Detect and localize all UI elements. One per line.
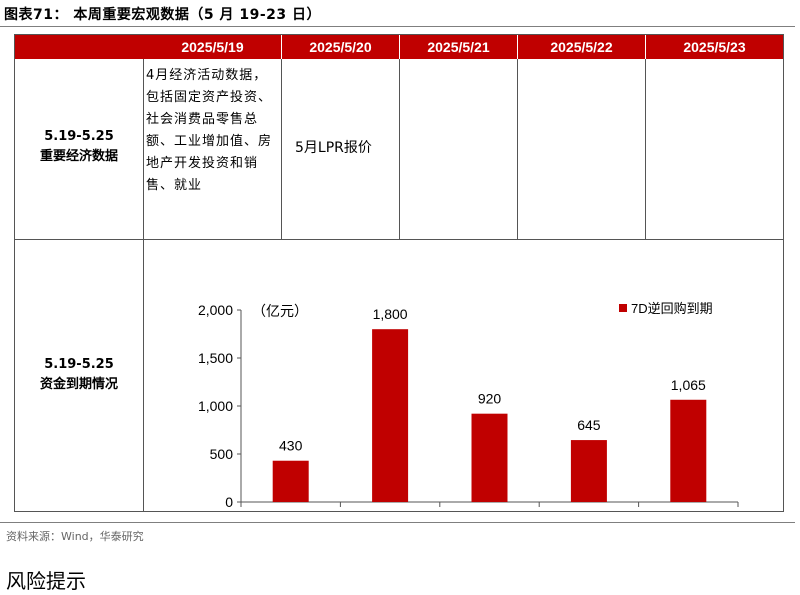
- row-label-period: 5.19-5.25: [44, 357, 114, 372]
- top-rule: [0, 26, 795, 27]
- header-date-5: 2025/5/23: [645, 35, 783, 59]
- source-note: 资料来源：Wind，华泰研究: [6, 530, 144, 543]
- bar-2025-05-22: [570, 440, 607, 502]
- header-date-2: 2025/5/20: [281, 35, 399, 59]
- data-label: 645: [577, 417, 601, 433]
- header-date-4: 2025/5/22: [517, 35, 645, 59]
- y-tick-label: 0: [225, 494, 233, 510]
- bar-2025-05-23: [670, 399, 707, 502]
- header-date-1: 2025/5/19: [144, 35, 281, 59]
- bar-2025-05-21: [471, 413, 508, 502]
- row-label-liquidity: 5.19-5.25 资金到期情况: [15, 355, 143, 395]
- y-tick-label: 500: [210, 446, 234, 462]
- divider-col-5: [645, 59, 646, 239]
- y-tick-label: 2,000: [198, 302, 233, 318]
- bar-2025-05-20: [372, 329, 409, 502]
- data-label: 430: [279, 438, 303, 454]
- y-tick-label: 1,500: [198, 350, 233, 366]
- divider-label-column: [143, 59, 144, 511]
- row-label-economic-data: 5.19-5.25 重要经济数据: [15, 127, 143, 167]
- data-label: 1,065: [671, 377, 706, 393]
- row-label-period: 5.19-5.25: [44, 129, 114, 144]
- y-tick-label: 1,000: [198, 398, 233, 414]
- cell-5-19-events: 4月经济活动数据，包括固定资产投资、社会消费品零售总额、工业增加值、房地产开发投…: [146, 68, 273, 193]
- data-label: 920: [478, 391, 502, 407]
- cell-5-20-events: 5月LPR报价: [295, 140, 372, 156]
- bottom-rule: [0, 522, 795, 523]
- row-label-title: 重要经济数据: [39, 149, 118, 164]
- risk-heading: 风险提示: [6, 569, 86, 593]
- data-label: 1,800: [373, 306, 408, 322]
- bar-2025-05-19: [272, 460, 309, 502]
- row-divider: [15, 239, 783, 240]
- header-date-3: 2025/5/21: [399, 35, 517, 59]
- divider-col-3: [399, 59, 400, 239]
- header-blank-cell: [15, 35, 144, 59]
- row-label-title: 资金到期情况: [39, 377, 118, 392]
- legend-swatch: [619, 304, 627, 312]
- maturity-bar-chart: 05001,0001,5002,000（亿元）4302025-05-191,80…: [198, 301, 739, 510]
- y-unit-label: （亿元）: [252, 303, 308, 319]
- macro-table: 2025/5/19 2025/5/20 2025/5/21 2025/5/22 …: [14, 34, 784, 512]
- divider-col-4: [517, 59, 518, 239]
- legend-label: 7D逆回购到期: [631, 301, 713, 316]
- figure-title: 图表71： 本周重要宏观数据（5 月 19-23 日）: [4, 7, 321, 23]
- divider-col-2: [281, 59, 282, 239]
